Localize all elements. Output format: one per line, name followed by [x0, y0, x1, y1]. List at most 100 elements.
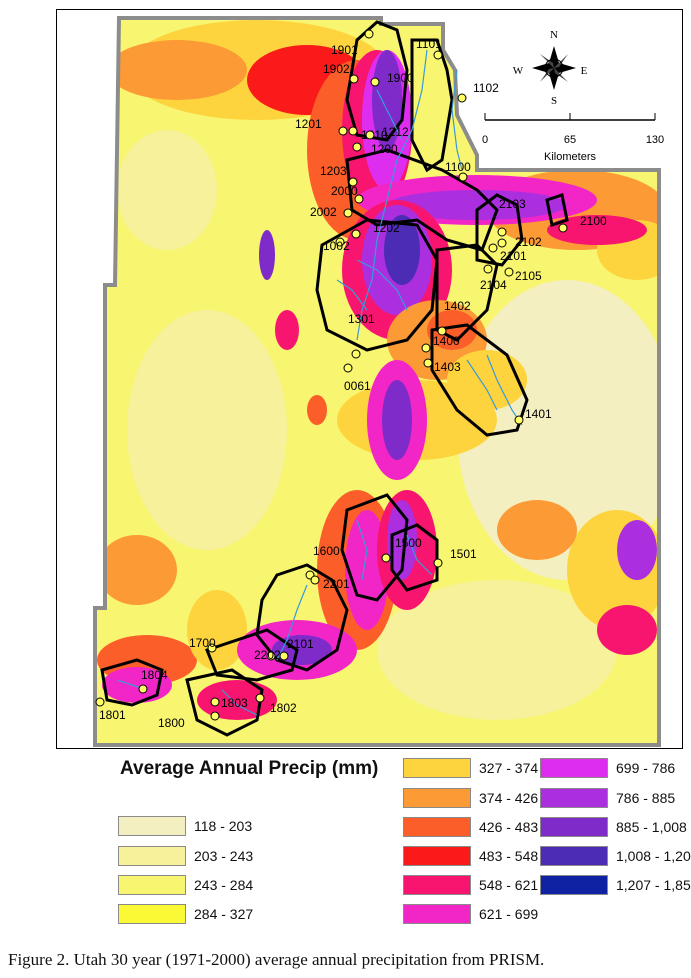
- figure-caption: Figure 2. Utah 30 year (1971-2000) avera…: [8, 950, 545, 969]
- station-markers: 1101110219011902190012011210121212001100…: [95, 29, 607, 730]
- compass-letter-e: E: [581, 65, 588, 77]
- legend-label: 786 - 885: [616, 790, 676, 806]
- station-label: 2102: [515, 235, 542, 249]
- station-point: [504, 267, 514, 277]
- station-label: 1802: [270, 701, 297, 715]
- legend-item: 1,008 - 1,207: [540, 845, 691, 867]
- legend-item: 699 - 786: [540, 757, 675, 779]
- legend-item: 284 - 327: [118, 903, 253, 925]
- legend-item: 243 - 284: [118, 874, 253, 896]
- legend-label: 426 - 483: [479, 819, 539, 835]
- station-label: 1501: [450, 547, 477, 561]
- station-label: 1800: [158, 716, 185, 730]
- station-point: [558, 223, 568, 233]
- legend-label: 621 - 699: [479, 906, 539, 922]
- station-label: 2201: [323, 577, 350, 591]
- legend-item: 885 - 1,008: [540, 816, 687, 838]
- station-label: 1002: [323, 239, 350, 253]
- station-point: [352, 142, 362, 152]
- watershed-boundaries: [100, 20, 569, 737]
- station-label: 1401: [525, 407, 552, 421]
- station-label: 1403: [434, 360, 461, 374]
- scale-unit-label: Kilometers: [544, 151, 596, 163]
- legend-label: 118 - 203: [194, 818, 253, 834]
- state-outline: [93, 16, 661, 747]
- station-point: [338, 126, 348, 136]
- compass-letter-s: S: [551, 95, 557, 107]
- station-point: [266, 651, 276, 661]
- station-label: 2100: [580, 214, 607, 228]
- legend-swatch: [118, 875, 186, 895]
- station-point: [433, 558, 443, 568]
- station-label: 2103: [499, 197, 526, 211]
- legend-item: 483 - 548: [403, 845, 538, 867]
- station-label: 1203: [320, 164, 347, 178]
- legend-item: 426 - 483: [403, 816, 538, 838]
- legend-swatch: [403, 788, 471, 808]
- station-point: [433, 50, 443, 60]
- station-point: [458, 172, 468, 182]
- legend-swatch: [403, 904, 471, 924]
- station-label: 1101: [416, 37, 442, 51]
- legend-swatch: [118, 904, 186, 924]
- precipitation-map: 1101110219011902190012011210121212001100…: [93, 16, 664, 747]
- station-point: [437, 326, 447, 336]
- station-point: [210, 697, 220, 707]
- scale-tick-label: 65: [564, 134, 576, 146]
- station-label: 2000: [331, 184, 358, 198]
- legend-swatch: [540, 846, 608, 866]
- legend-swatch: [403, 817, 471, 837]
- legend-label: 699 - 786: [616, 760, 676, 776]
- legend-swatch: [403, 758, 471, 778]
- compass-letter-n: N: [550, 29, 558, 41]
- legend-label: 374 - 426: [479, 790, 539, 806]
- station-point: [349, 74, 359, 84]
- station-point: [138, 684, 148, 694]
- station-label: 1301: [348, 312, 375, 326]
- station-point: [348, 177, 358, 187]
- station-label: 1402: [444, 299, 471, 313]
- station-point: [514, 415, 524, 425]
- station-point: [364, 29, 374, 39]
- station-point: [343, 208, 353, 218]
- station-point: [95, 697, 105, 707]
- compass-rose: [532, 46, 576, 90]
- station-point: [457, 93, 467, 103]
- legend-title: Average Annual Precip (mm): [120, 758, 379, 779]
- legend-item: 786 - 885: [540, 787, 675, 809]
- legend-swatch: [118, 816, 186, 836]
- station-point: [497, 238, 507, 248]
- station-label: 2105: [515, 269, 542, 283]
- legend-swatch: [403, 846, 471, 866]
- compass-letter-w: W: [513, 65, 524, 77]
- legend-swatch: [540, 788, 608, 808]
- station-label: 0061: [344, 379, 371, 393]
- legend-label: 548 - 621: [479, 877, 539, 893]
- station-point: [255, 693, 265, 703]
- legend-label: 284 - 327: [194, 906, 254, 922]
- station-label: 1801: [99, 708, 126, 722]
- station-point: [423, 358, 433, 368]
- scale-bar: [484, 113, 656, 121]
- station-label: 1201: [295, 117, 322, 131]
- station-label: 2101: [500, 249, 527, 263]
- legend-swatch: [540, 875, 608, 895]
- legend-item: 374 - 426: [403, 787, 538, 809]
- station-label: 1804: [141, 668, 168, 682]
- legend-label: 203 - 243: [194, 848, 254, 864]
- station-label: 1212: [382, 125, 409, 139]
- legend-item: 327 - 374: [403, 757, 538, 779]
- station-point: [348, 126, 358, 136]
- station-label: 1202: [373, 221, 400, 235]
- legend-label: 243 - 284: [194, 877, 254, 893]
- legend-item: 621 - 699: [403, 903, 538, 925]
- station-label: 1803: [221, 696, 248, 710]
- station-point: [354, 194, 364, 204]
- station-label: 1700: [189, 636, 216, 650]
- legend-label: 327 - 374: [479, 760, 539, 776]
- station-label: 1500: [395, 536, 422, 550]
- legend-swatch: [403, 875, 471, 895]
- station-label: 1600: [313, 544, 340, 558]
- station-point: [365, 130, 375, 140]
- legend-label: 1,008 - 1,207: [616, 848, 691, 864]
